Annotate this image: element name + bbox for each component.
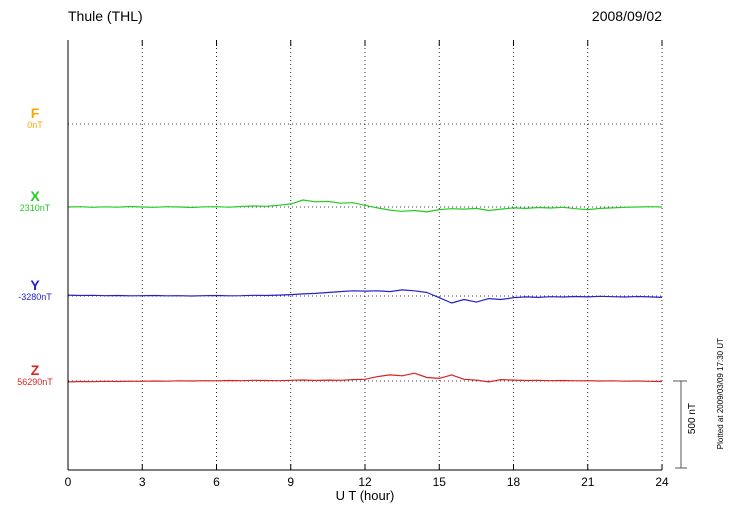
x-tick-label: 3 <box>139 475 146 489</box>
scale-bar-label: 500 nT <box>687 403 698 435</box>
trace-label-Z: Z <box>30 362 40 378</box>
trace-baseline-Y: -3280nT <box>18 291 52 302</box>
x-tick-label: 24 <box>655 475 669 489</box>
plotted-at-note: Plotted at 2009/03/09 17:30 UT <box>716 338 725 450</box>
x-tick-label: 15 <box>433 475 447 489</box>
trace-label-block-X: X 2310nT <box>6 189 64 213</box>
trace-Z <box>67 372 663 383</box>
x-tick-label: 0 <box>65 475 72 489</box>
x-tick-label: 18 <box>507 475 521 489</box>
x-tick-label: 6 <box>213 475 220 489</box>
x-tick-label: 21 <box>581 475 595 489</box>
station-title: Thule (THL) <box>68 8 143 24</box>
trace-label-F: F <box>30 105 40 121</box>
plot-date: 2008/09/02 <box>591 8 662 24</box>
trace-Y <box>67 289 663 304</box>
trace-label-block-Z: Z 56290nT <box>6 363 64 387</box>
x-tick-label: 12 <box>358 475 372 489</box>
trace-label-X: X <box>30 188 40 204</box>
trace-label-block-F: F 0nT <box>6 106 64 130</box>
x-tick-label: 9 <box>287 475 294 489</box>
trace-baseline-X: 2310nT <box>19 202 51 213</box>
trace-baseline-Z: 56290nT <box>17 376 53 387</box>
x-axis-title: U T (hour) <box>335 488 395 503</box>
trace-label-block-Y: Y -3280nT <box>6 278 64 302</box>
trace-baseline-F: 0nT <box>27 119 43 130</box>
trace-label-Y: Y <box>30 277 40 293</box>
trace-X <box>67 199 663 213</box>
